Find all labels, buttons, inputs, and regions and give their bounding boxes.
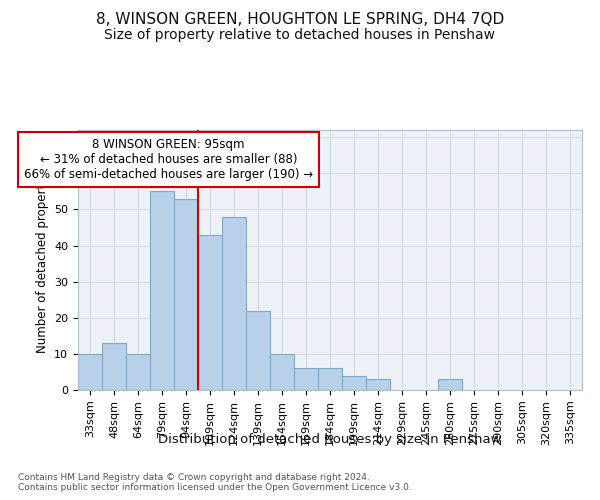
Bar — [198, 234, 222, 390]
Text: 8 WINSON GREEN: 95sqm
← 31% of detached houses are smaller (88)
66% of semi-deta: 8 WINSON GREEN: 95sqm ← 31% of detached … — [24, 138, 313, 181]
Bar — [150, 192, 174, 390]
Bar — [126, 354, 150, 390]
Bar — [438, 379, 462, 390]
Text: Contains HM Land Registry data © Crown copyright and database right 2024.
Contai: Contains HM Land Registry data © Crown c… — [18, 472, 412, 492]
Text: Size of property relative to detached houses in Penshaw: Size of property relative to detached ho… — [104, 28, 496, 42]
Bar — [246, 310, 270, 390]
Y-axis label: Number of detached properties: Number of detached properties — [35, 167, 49, 353]
Bar — [342, 376, 366, 390]
Bar — [270, 354, 294, 390]
Text: Distribution of detached houses by size in Penshaw: Distribution of detached houses by size … — [158, 432, 502, 446]
Bar — [102, 343, 126, 390]
Text: 8, WINSON GREEN, HOUGHTON LE SPRING, DH4 7QD: 8, WINSON GREEN, HOUGHTON LE SPRING, DH4… — [96, 12, 504, 28]
Bar — [174, 198, 198, 390]
Bar — [222, 216, 246, 390]
Bar — [318, 368, 342, 390]
Bar — [294, 368, 318, 390]
Bar — [366, 379, 390, 390]
Bar — [78, 354, 102, 390]
